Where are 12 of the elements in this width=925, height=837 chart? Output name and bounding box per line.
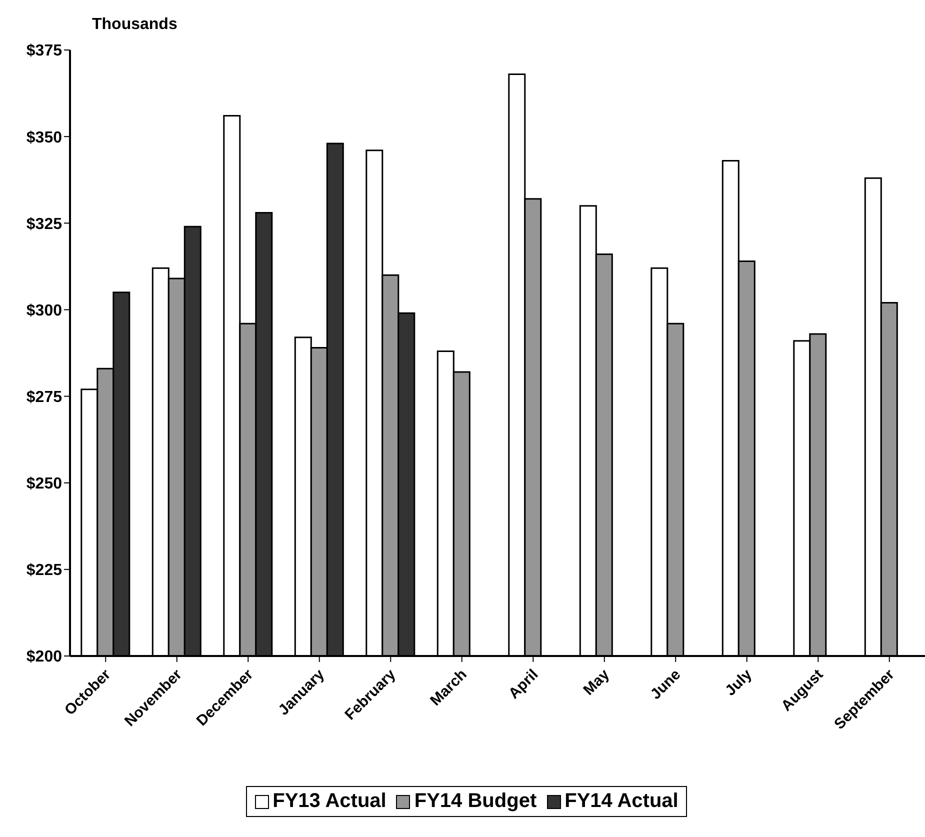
y-axis-title: Thousands — [92, 16, 178, 34]
y-tick-label: $250 — [26, 476, 62, 493]
y-tick-label: $325 — [26, 216, 62, 233]
y-tick-label: $350 — [26, 129, 62, 146]
y-tick-label: $375 — [26, 42, 62, 60]
legend-label: FY14 Actual — [564, 790, 678, 813]
legend-label: FY13 Actual — [272, 790, 386, 813]
y-tick-label: $300 — [26, 302, 62, 320]
legend-label: FY14 Budget — [414, 790, 537, 813]
y-tick-label: $225 — [26, 562, 62, 580]
y-tick-label: $200 — [26, 648, 62, 666]
y-tick-label: $275 — [26, 388, 62, 406]
